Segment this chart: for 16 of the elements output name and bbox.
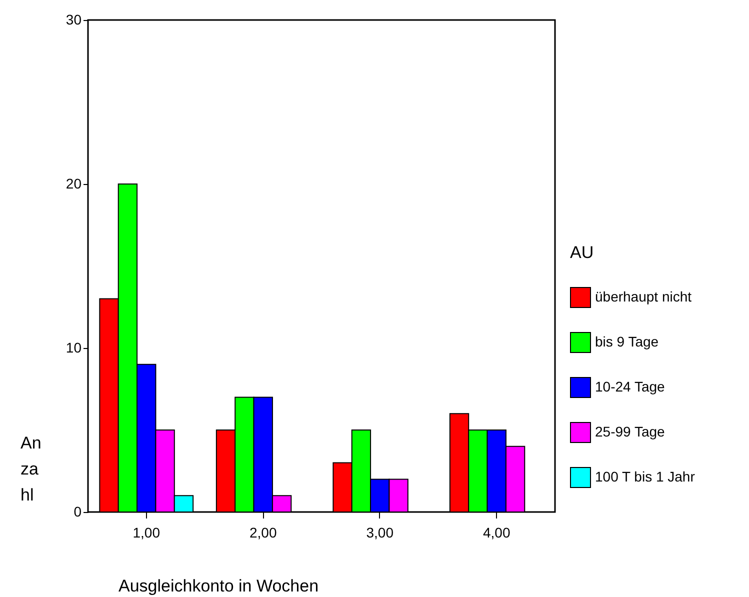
legend-label: 25-99 Tage xyxy=(595,424,666,440)
y-axis-title: Anzahl xyxy=(20,434,42,504)
x-tick-label: 2,00 xyxy=(250,524,277,540)
legend-title: AU xyxy=(570,243,594,262)
y-tick-label: 0 xyxy=(74,504,82,520)
x-tick-label: 1,00 xyxy=(132,524,160,540)
legend-label: überhaupt nicht xyxy=(595,288,692,304)
x-tick-label: 4,00 xyxy=(483,524,510,540)
y-tick-label: 20 xyxy=(66,176,82,192)
legend-label: 10-24 Tage xyxy=(595,378,666,394)
legend-label: 100 T bis 1 Jahr xyxy=(595,468,696,484)
legend-label: bis 9 Tage xyxy=(595,334,659,350)
x-tick-label: 3,00 xyxy=(366,524,394,540)
y-tick-label: 10 xyxy=(66,340,82,356)
y-tick-label: 30 xyxy=(66,12,82,28)
x-axis-title: Ausgleichkonto in Wochen xyxy=(118,576,319,596)
